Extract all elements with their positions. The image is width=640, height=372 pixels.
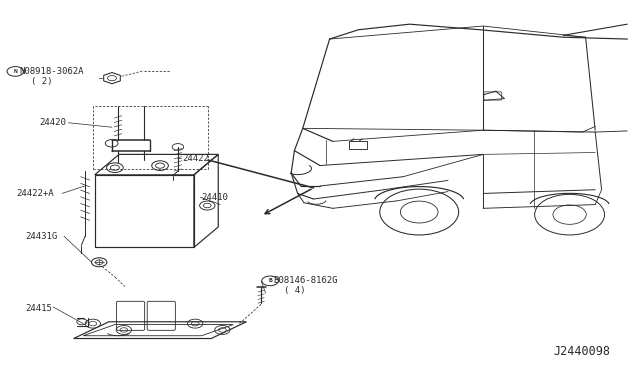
- Text: B: B: [268, 278, 272, 283]
- Text: 24410: 24410: [202, 193, 228, 202]
- Text: 24422+A: 24422+A: [16, 189, 54, 198]
- Text: 24420: 24420: [40, 118, 67, 127]
- Text: N: N: [13, 69, 17, 74]
- Text: N08918-3062A: N08918-3062A: [19, 67, 84, 76]
- Text: 24422: 24422: [182, 154, 209, 163]
- Text: ( 4): ( 4): [284, 286, 306, 295]
- Text: 24431G: 24431G: [26, 232, 58, 241]
- Text: B08146-8162G: B08146-8162G: [273, 276, 338, 285]
- Text: 24415: 24415: [26, 304, 52, 313]
- Bar: [349, 141, 367, 149]
- Text: ( 2): ( 2): [31, 77, 52, 86]
- Text: J2440098: J2440098: [554, 345, 611, 358]
